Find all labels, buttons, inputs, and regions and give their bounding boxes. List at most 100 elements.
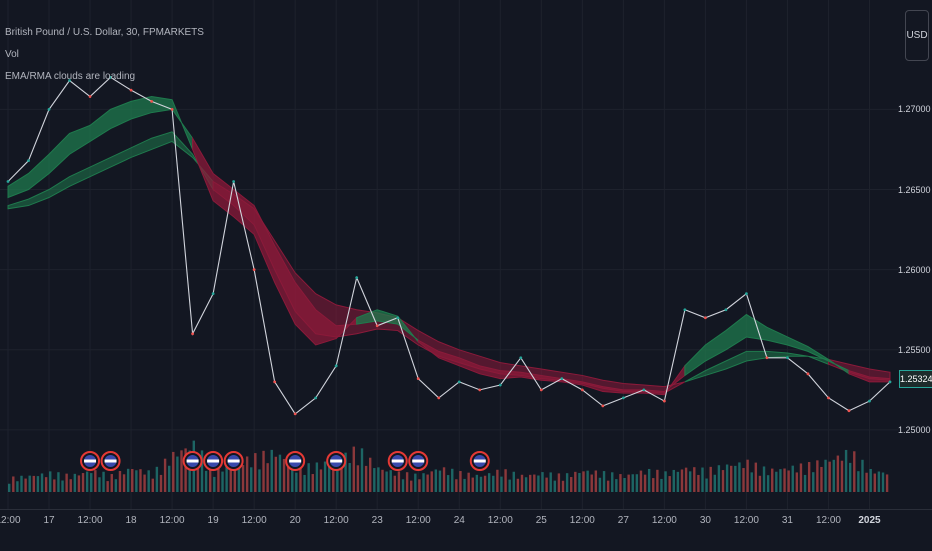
volume-bar — [664, 471, 667, 492]
volume-bar — [668, 476, 671, 492]
volume-bar — [701, 467, 704, 492]
economic-events — [80, 451, 490, 471]
volume-bar — [738, 462, 741, 492]
volume-bar — [812, 472, 815, 492]
time-tick-label: 2025 — [858, 515, 881, 526]
volume-bar — [258, 469, 261, 492]
volume-bar — [779, 469, 782, 492]
volume-bar — [364, 465, 368, 492]
price-point — [765, 356, 769, 360]
volume-bar — [44, 477, 48, 492]
volume-bar — [857, 471, 860, 492]
price-point — [847, 409, 851, 413]
volume-bar — [553, 480, 557, 492]
volume-bar — [102, 471, 105, 492]
price-point — [724, 308, 728, 312]
event-flag-stripe — [473, 459, 486, 463]
volume-legend[interactable]: Vol — [5, 49, 19, 60]
time-tick-label: 19 — [207, 515, 219, 526]
volume-bar — [791, 465, 794, 492]
volume-bar — [114, 479, 118, 492]
volume-bar — [426, 474, 429, 492]
volume-bar — [758, 475, 762, 492]
volume-bar — [606, 480, 610, 492]
volume-bar — [180, 450, 183, 492]
volume-bar — [836, 455, 840, 492]
chart-grid — [0, 0, 898, 510]
volume-bar — [401, 479, 405, 492]
volume-bar — [545, 477, 548, 492]
volume-bar — [340, 462, 343, 492]
price-point — [498, 383, 502, 387]
time-tick-label: 17 — [43, 515, 55, 526]
volume-bar — [270, 449, 273, 492]
price-point — [601, 404, 605, 408]
volume-bar — [496, 469, 499, 492]
volume-bar — [122, 474, 126, 492]
volume-bar — [151, 478, 154, 492]
volume-bar — [615, 479, 618, 492]
volume-bar — [631, 474, 634, 492]
volume-bar — [885, 474, 889, 492]
volume-bar — [840, 460, 844, 492]
volume-bar — [110, 474, 113, 492]
currency-unit-button[interactable]: USD — [905, 10, 929, 61]
price-axis[interactable] — [898, 0, 932, 510]
volume-bar — [848, 462, 852, 492]
volume-bar — [861, 459, 864, 492]
price-point — [621, 396, 625, 400]
volume-bar — [652, 478, 655, 492]
volume-bar — [389, 470, 392, 492]
indicator-legend[interactable]: EMA/RMA clouds are loading — [5, 71, 136, 82]
volume-bar — [771, 468, 774, 492]
volume-bar — [869, 468, 872, 492]
volume-bar — [32, 475, 36, 492]
volume-bar — [291, 463, 294, 492]
volume-bar — [582, 471, 585, 492]
volume-bar — [53, 479, 56, 492]
price-point — [642, 388, 646, 392]
price-point — [827, 396, 830, 400]
price-point — [273, 380, 277, 384]
volume-bar — [118, 470, 122, 492]
volume-bar — [229, 465, 232, 492]
volume-bar — [233, 463, 237, 492]
volume-bar — [422, 473, 425, 492]
event-flag-stripe — [412, 459, 425, 463]
time-tick-label: 31 — [781, 515, 793, 526]
volume-bar — [766, 475, 770, 492]
volume-bar — [172, 451, 175, 492]
symbol-legend[interactable]: British Pound / U.S. Dollar, 30, FPMARKE… — [5, 27, 204, 38]
volume-bar — [787, 470, 790, 492]
volume-bar — [721, 470, 725, 492]
time-axis[interactable] — [0, 509, 932, 551]
price-point — [560, 377, 564, 381]
volume-bar — [824, 459, 827, 492]
time-tick-label: 12:00 — [77, 515, 103, 526]
event-flag-stripe — [391, 459, 404, 463]
volume-bar — [561, 480, 565, 492]
price-chart[interactable] — [0, 0, 898, 510]
volume-bar — [471, 477, 474, 492]
volume-bar — [533, 474, 536, 492]
volume-bar — [266, 463, 269, 492]
volume-bar — [660, 478, 663, 492]
volume-bar — [881, 472, 885, 492]
volume-bar — [688, 471, 692, 492]
volume-bar — [430, 471, 433, 492]
ema-cloud — [848, 369, 891, 383]
price-point — [150, 99, 153, 103]
volume-bar — [623, 477, 626, 492]
volume-bar — [77, 475, 81, 492]
volume-bar — [442, 467, 446, 492]
volume-bar — [282, 458, 286, 492]
volume-bar — [155, 466, 159, 492]
price-point — [252, 268, 256, 272]
time-tick-label: 12:00 — [651, 515, 677, 526]
volume-bar — [832, 459, 835, 492]
volume-bar — [627, 474, 630, 492]
time-tick-label: 30 — [699, 515, 711, 526]
volume-bar — [20, 475, 23, 492]
volume-bar — [241, 465, 245, 492]
volume-bar — [844, 449, 848, 492]
